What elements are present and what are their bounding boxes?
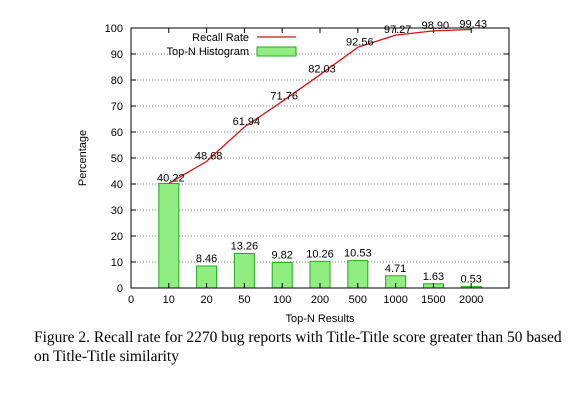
y-tick-label-100: 100 — [105, 23, 123, 35]
x-tick-label-10: 10 — [163, 294, 175, 306]
y-tick-label-30: 30 — [111, 205, 123, 217]
x-tick-label-20: 20 — [200, 294, 212, 306]
line-value-label-200: 82.03 — [308, 64, 336, 76]
legend-label-recall: Recall Rate — [192, 32, 249, 44]
line-value-label-100: 71.76 — [270, 90, 298, 102]
x-tick-label-zero: 0 — [128, 294, 134, 306]
line-value-label-500: 92.56 — [346, 36, 374, 48]
x-tick-label-1500: 1500 — [421, 294, 445, 306]
figure-caption: Figure 2. Recall rate for 2270 bug repor… — [34, 329, 562, 365]
recall-rate-chart: 0 10 20 30 40 50 60 70 80 90 100 0 10 20 50 100 200 500 1… — [77, 18, 510, 325]
line-value-labels: 40.22 48.68 61.94 71.76 82.03 92.56 97.27 98.90… — [157, 18, 487, 184]
bar-value-label-1000: 4.71 — [385, 263, 406, 275]
bar-value-label-100: 9.82 — [271, 249, 292, 261]
line-value-label-20: 48.68 — [195, 150, 223, 162]
line-value-label-2000: 99.43 — [459, 18, 487, 30]
x-tick-label-500: 500 — [349, 294, 367, 306]
y-axis-label: Percentage — [77, 130, 89, 186]
x-axis-ticks: 0 10 20 50 100 200 500 1000 1500 2000 — [128, 28, 483, 306]
x-tick-label-200: 200 — [311, 294, 329, 306]
y-axis-ticks: 0 10 20 30 40 50 60 70 80 90 100 — [105, 23, 509, 295]
bar-value-label-200: 10.26 — [306, 248, 334, 260]
y-tick-label-90: 90 — [111, 49, 123, 61]
grid-lines — [131, 53, 509, 263]
bar-10 — [158, 182, 180, 289]
bar-50 — [233, 253, 255, 289]
legend-label-histogram: Top-N Histogram — [166, 46, 249, 58]
y-tick-label-10: 10 — [111, 257, 123, 269]
x-tick-label-50: 50 — [238, 294, 250, 306]
y-tick-label-0: 0 — [117, 283, 123, 295]
bar-value-label-2000: 0.53 — [460, 274, 481, 286]
line-value-label-1500: 98.90 — [422, 20, 450, 32]
y-tick-label-40: 40 — [111, 179, 123, 191]
histogram-bars — [158, 182, 482, 289]
y-tick-label-50: 50 — [111, 153, 123, 165]
bar-value-label-20: 8.46 — [196, 253, 217, 265]
bar-value-label-50: 13.26 — [231, 241, 259, 253]
line-value-label-10: 40.22 — [157, 172, 185, 184]
y-tick-label-60: 60 — [111, 127, 123, 139]
x-tick-label-100: 100 — [273, 294, 291, 306]
x-tick-label-1000: 1000 — [383, 294, 407, 306]
line-value-label-1000: 97.27 — [384, 24, 412, 36]
bar-value-labels: 8.46 13.26 9.82 10.26 10.53 4.71 1.63 0.53 — [196, 241, 482, 286]
x-axis-label: Top-N Results — [285, 313, 355, 325]
recall-rate-line — [168, 28, 472, 184]
legend: Recall Rate Top-N Histogram — [166, 32, 297, 58]
bar-value-label-500: 10.53 — [344, 248, 372, 260]
bar-value-label-1500: 1.63 — [423, 271, 444, 283]
x-tick-label-2000: 2000 — [459, 294, 483, 306]
line-value-label-50: 61.94 — [233, 116, 261, 128]
y-tick-label-80: 80 — [111, 75, 123, 87]
y-tick-label-20: 20 — [111, 231, 123, 243]
y-tick-label-70: 70 — [111, 101, 123, 113]
legend-swatch-histogram — [256, 46, 297, 57]
